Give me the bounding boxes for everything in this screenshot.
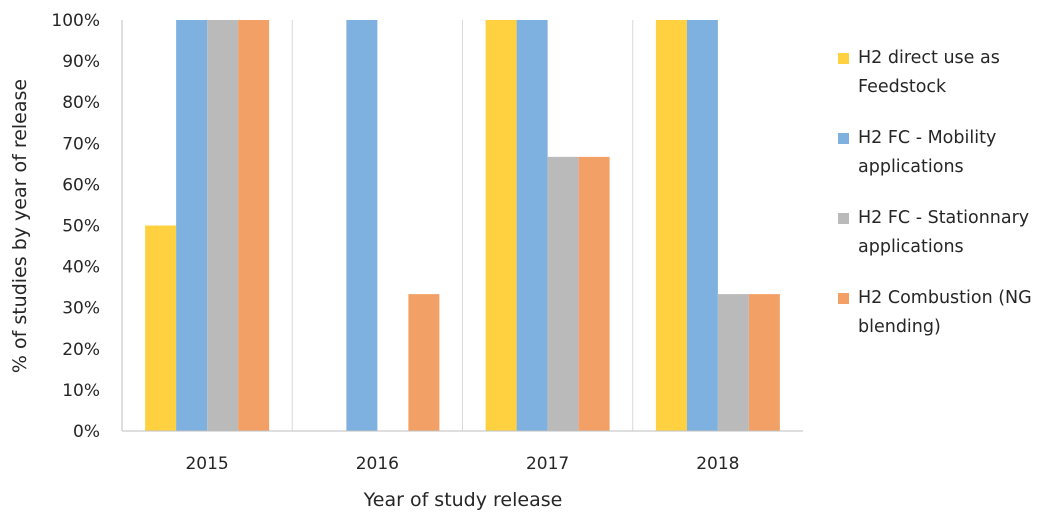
legend-label: H2 Combustion (NG blending) [858, 288, 1032, 337]
y-tick-label: 60% [62, 175, 100, 195]
x-tick-label: 2015 [185, 454, 228, 474]
legend-label: H2 direct use as Feedstock [858, 48, 1000, 97]
x-tick-label: 2018 [696, 454, 739, 474]
y-tick-label: 40% [62, 258, 100, 278]
y-tick-label: 80% [62, 93, 100, 113]
y-tick-label: 30% [62, 299, 100, 319]
bar-2017-series-1 [485, 20, 517, 431]
y-axis-title: % of studies by year of release [9, 79, 31, 373]
x-tick-labels: 2015 2016 2017 2018 [185, 454, 739, 474]
y-tick-label: 70% [62, 134, 100, 154]
y-tick-labels: 0% 10% 20% 30% 40% 50% 60% 70% 80% 90% 100% [51, 11, 100, 442]
axes [121, 20, 803, 432]
y-tick-label: 90% [62, 52, 100, 72]
bar-2018-series-3 [717, 294, 749, 431]
legend-item: H2 direct use as Feedstock [838, 44, 1053, 102]
bars [145, 20, 780, 431]
bar-2018-series-1 [655, 20, 687, 431]
bar-2017-series-4 [578, 156, 610, 431]
bar-2015-series-2 [176, 20, 208, 431]
bar-2017-series-2 [516, 20, 548, 431]
legend-item: H2 FC - Mobility applications [838, 124, 1053, 182]
legend-swatch [838, 133, 849, 144]
bar-2015-series-4 [238, 20, 270, 431]
legend-item: H2 Combustion (NG blending) [838, 284, 1053, 342]
legend-label: H2 FC - Mobility applications [858, 128, 997, 177]
bar-2016-series-2 [346, 20, 378, 431]
x-axis-title: Year of study release [363, 489, 563, 511]
y-tick-label: 20% [62, 340, 100, 360]
y-tick-label: 50% [62, 217, 100, 237]
legend-swatch [838, 213, 849, 224]
legend-item: H2 FC - Stationnary applications [838, 204, 1053, 262]
legend-label: H2 FC - Stationnary applications [858, 208, 1030, 257]
bar-2017-series-3 [547, 156, 579, 431]
legend: H2 direct use as Feedstock H2 FC - Mobili… [838, 44, 1053, 364]
y-tick-label: 0% [73, 422, 100, 442]
bar-2015-series-1 [145, 225, 177, 431]
legend-swatch [838, 293, 849, 304]
x-tick-label: 2016 [356, 454, 399, 474]
grid-lines [291, 20, 634, 431]
y-tick-label: 100% [51, 11, 100, 31]
x-tick-label: 2017 [526, 454, 569, 474]
bar-2018-series-2 [686, 20, 718, 431]
bar-2018-series-4 [748, 294, 780, 431]
bar-2016-series-4 [408, 294, 440, 431]
y-tick-label: 10% [62, 381, 100, 401]
legend-swatch [838, 53, 849, 64]
bar-2015-series-3 [207, 20, 239, 431]
